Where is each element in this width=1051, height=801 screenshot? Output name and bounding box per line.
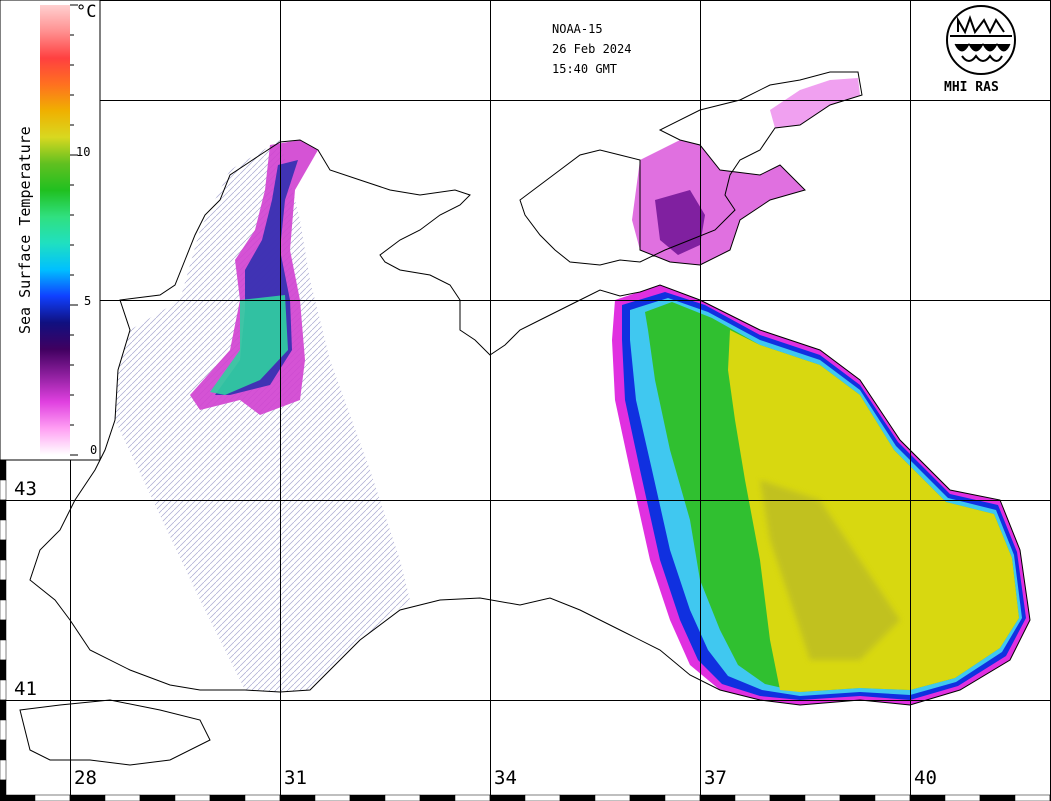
- scale-segment: [944, 794, 981, 801]
- scale-segment: [279, 794, 316, 801]
- colorbar-title: Sea Surface Temperature: [16, 126, 34, 334]
- bottom-scale-bar: [0, 794, 1051, 801]
- colorbar-ticks: [70, 4, 78, 456]
- scale-segment: [244, 794, 281, 801]
- scan-swath: [115, 140, 410, 692]
- colorbar-tick-10: 10: [76, 145, 91, 159]
- scale-segment: [0, 459, 7, 481]
- scale-segment: [419, 794, 456, 801]
- lat-label-41: 41: [14, 678, 37, 700]
- scale-segment: [209, 794, 246, 801]
- scale-segment: [139, 794, 176, 801]
- lon-label-40: 40: [914, 767, 937, 789]
- scale-segment: [769, 794, 806, 801]
- scale-segment: [174, 794, 211, 801]
- colorbar: [40, 5, 70, 455]
- scale-segment: [384, 794, 421, 801]
- scale-segment: [594, 794, 631, 801]
- scale-segment: [349, 794, 386, 801]
- colorbar-tick-0: 0: [90, 443, 98, 457]
- west-sst-patch: [190, 140, 318, 415]
- scale-segment: [0, 619, 7, 641]
- scale-segment: [0, 739, 7, 761]
- scale-segment: [0, 719, 7, 741]
- scale-segment: [489, 794, 526, 801]
- scale-segment: [664, 794, 701, 801]
- scale-segment: [104, 794, 141, 801]
- scale-segment: [909, 794, 946, 801]
- scale-segment: [0, 479, 7, 501]
- left-scale-bar: [0, 459, 7, 801]
- scale-segment: [839, 794, 876, 801]
- east-sst-field: [612, 285, 1030, 705]
- scale-segment: [0, 699, 7, 721]
- satellite-label: NOAA-15: [552, 22, 603, 36]
- mhi-logo-icon: [946, 5, 1016, 75]
- scale-segment: [0, 759, 7, 781]
- scale-segment: [0, 779, 7, 801]
- scale-segment: [699, 794, 736, 801]
- scale-segment: [34, 794, 71, 801]
- scale-segment: [0, 639, 7, 661]
- scale-segment: [314, 794, 351, 801]
- lon-label-34: 34: [494, 767, 517, 789]
- colorbar-unit: °C: [76, 2, 97, 22]
- lon-label-31: 31: [284, 767, 307, 789]
- lon-label-28: 28: [74, 767, 97, 789]
- logo-text: MHI RAS: [944, 80, 999, 95]
- scale-segment: [0, 559, 7, 581]
- scale-segment: [0, 539, 7, 561]
- scale-segment: [874, 794, 911, 801]
- scale-segment: [559, 794, 596, 801]
- scale-segment: [0, 679, 7, 701]
- scale-segment: [979, 794, 1016, 801]
- scale-segment: [0, 519, 7, 541]
- lat-label-43: 43: [14, 478, 37, 500]
- scale-segment: [804, 794, 841, 801]
- scale-segment: [0, 599, 7, 621]
- scale-segment: [454, 794, 491, 801]
- scale-segment: [524, 794, 561, 801]
- colorbar-tick-5: 5: [84, 294, 92, 308]
- scale-segment: [0, 579, 7, 601]
- scale-segment: [0, 499, 7, 521]
- lon-label-37: 37: [704, 767, 727, 789]
- scale-segment: [69, 794, 106, 801]
- scale-segment: [629, 794, 666, 801]
- date-label: 26 Feb 2024: [552, 42, 632, 56]
- scale-segment: [1014, 794, 1051, 801]
- time-label: 15:40 GMT: [552, 62, 618, 76]
- scale-segment: [0, 659, 7, 681]
- scale-segment: [734, 794, 771, 801]
